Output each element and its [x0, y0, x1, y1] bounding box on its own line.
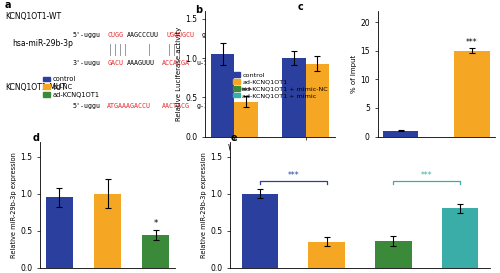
- Bar: [442, 209, 478, 268]
- Text: 5'-uggu: 5'-uggu: [72, 32, 101, 38]
- Text: *: *: [154, 219, 158, 228]
- Bar: [142, 235, 169, 268]
- Text: 5'-uggu: 5'-uggu: [72, 103, 101, 109]
- Text: c: c: [298, 2, 303, 12]
- Text: GACU: GACU: [107, 60, 123, 66]
- Text: ***: ***: [421, 171, 432, 180]
- Text: ***: ***: [466, 38, 477, 47]
- Y-axis label: Relative miR-29b-3p expression: Relative miR-29b-3p expression: [12, 152, 18, 258]
- Text: ACCACGA: ACCACGA: [162, 60, 190, 66]
- Text: 3'-uugu: 3'-uugu: [72, 60, 101, 66]
- Text: AAGCCCUU: AAGCCCUU: [127, 32, 159, 38]
- Bar: [383, 131, 418, 136]
- Legend: control, ad-KCNQ1OT1, ad-KCNQ1OT1 + mimic-NC, ad-KCNQ1OT1 + mimic: control, ad-KCNQ1OT1, ad-KCNQ1OT1 + mimi…: [233, 72, 328, 99]
- Text: hsa-miR-29b-3p: hsa-miR-29b-3p: [12, 39, 73, 48]
- Bar: [308, 242, 345, 268]
- Y-axis label: Relative miR-29b-3p expression: Relative miR-29b-3p expression: [202, 152, 207, 258]
- Bar: [454, 51, 490, 136]
- Legend: control, ad-NC, ad-KCNQ1OT1: control, ad-NC, ad-KCNQ1OT1: [44, 76, 100, 97]
- Bar: [306, 64, 329, 136]
- Y-axis label: % of Imput: % of Imput: [352, 55, 358, 93]
- Bar: [242, 194, 279, 268]
- Text: CUGG: CUGG: [107, 32, 123, 38]
- Text: e: e: [230, 133, 237, 143]
- Bar: [94, 194, 120, 268]
- Text: UGGUGCU: UGGUGCU: [167, 32, 195, 38]
- Bar: [234, 102, 258, 136]
- Bar: [211, 54, 234, 136]
- Text: a: a: [5, 0, 12, 10]
- Text: u-5': u-5': [196, 60, 212, 66]
- Bar: [375, 241, 412, 268]
- Text: g-3': g-3': [202, 32, 218, 38]
- Bar: [46, 197, 72, 268]
- Text: KCNQ1OT1-WT: KCNQ1OT1-WT: [5, 12, 61, 21]
- Text: ***: ***: [240, 87, 252, 96]
- Text: g-3': g-3': [196, 103, 212, 109]
- Y-axis label: Relative Luciferase activity: Relative Luciferase activity: [176, 26, 182, 121]
- Text: KCNQ1OT1-MUT: KCNQ1OT1-MUT: [5, 83, 66, 92]
- Text: d: d: [33, 133, 40, 143]
- Text: AAAGUUU: AAAGUUU: [127, 60, 155, 66]
- Text: ***: ***: [288, 171, 299, 180]
- Bar: [282, 58, 306, 136]
- Text: ATGAAAGACCU: ATGAAAGACCU: [107, 103, 151, 109]
- Text: AACTACG: AACTACG: [162, 103, 190, 109]
- Text: b: b: [195, 5, 202, 15]
